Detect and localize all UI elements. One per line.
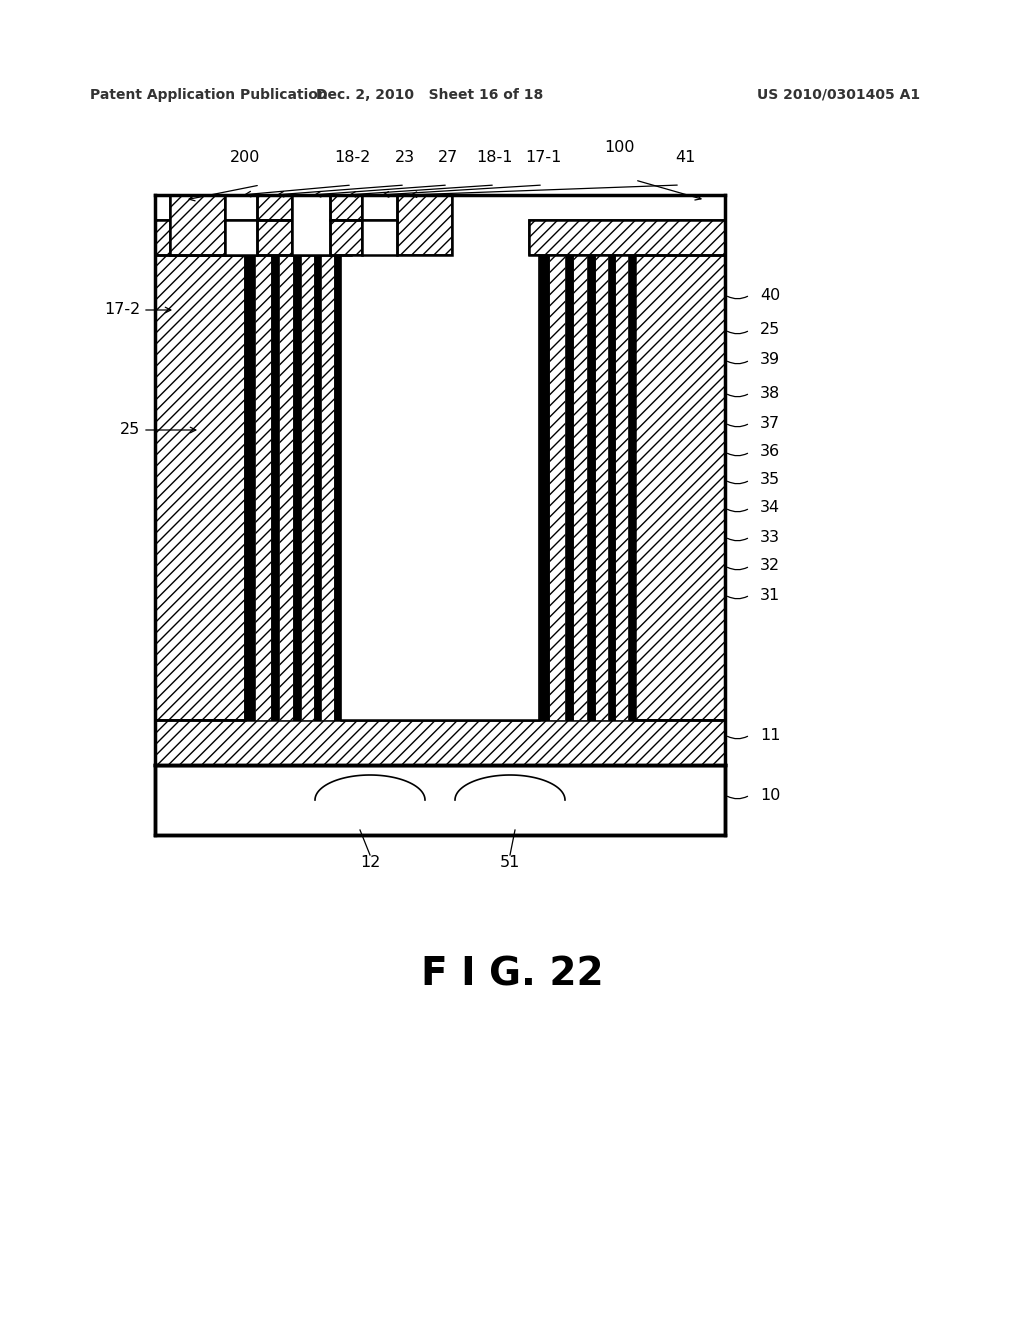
- Bar: [529, 220, 725, 255]
- Bar: [330, 195, 362, 220]
- Text: US 2010/0301405 A1: US 2010/0301405 A1: [757, 88, 920, 102]
- Text: 12: 12: [359, 855, 380, 870]
- Text: 25: 25: [120, 422, 140, 437]
- Bar: [155, 719, 725, 766]
- Bar: [255, 255, 271, 719]
- Bar: [330, 195, 362, 220]
- Bar: [397, 195, 452, 255]
- Bar: [155, 220, 351, 255]
- Bar: [170, 195, 225, 255]
- Bar: [271, 255, 279, 719]
- Text: 23: 23: [395, 150, 415, 165]
- Text: 41: 41: [675, 150, 695, 165]
- Text: 51: 51: [500, 855, 520, 870]
- Bar: [225, 195, 292, 220]
- Bar: [314, 255, 321, 719]
- Bar: [155, 766, 725, 836]
- Bar: [635, 255, 725, 719]
- Bar: [397, 195, 452, 255]
- Bar: [334, 255, 341, 719]
- Text: 17-2: 17-2: [103, 302, 140, 318]
- Bar: [341, 255, 539, 719]
- Text: 27: 27: [438, 150, 458, 165]
- Bar: [362, 220, 397, 255]
- Text: 38: 38: [760, 385, 780, 400]
- Text: 40: 40: [760, 288, 780, 302]
- Bar: [292, 195, 330, 220]
- Bar: [245, 255, 255, 719]
- Bar: [608, 255, 615, 719]
- Text: 100: 100: [605, 140, 635, 154]
- Bar: [330, 220, 362, 255]
- Text: 32: 32: [760, 558, 780, 573]
- Bar: [257, 195, 292, 220]
- Text: Patent Application Publication: Patent Application Publication: [90, 88, 328, 102]
- Text: 33: 33: [760, 529, 780, 544]
- Text: 35: 35: [760, 473, 780, 487]
- Bar: [595, 255, 608, 719]
- Text: 36: 36: [760, 445, 780, 459]
- Bar: [279, 255, 293, 719]
- Text: 25: 25: [760, 322, 780, 338]
- Text: 18-1: 18-1: [477, 150, 513, 165]
- Bar: [257, 195, 292, 220]
- Bar: [628, 255, 635, 719]
- Bar: [301, 255, 314, 719]
- Bar: [155, 719, 725, 766]
- Bar: [635, 255, 725, 719]
- Text: 39: 39: [760, 352, 780, 367]
- Bar: [587, 255, 595, 719]
- Text: 11: 11: [760, 727, 780, 742]
- Text: 18-2: 18-2: [334, 150, 371, 165]
- Text: 31: 31: [760, 587, 780, 602]
- Bar: [257, 220, 292, 255]
- Bar: [565, 255, 573, 719]
- Bar: [573, 255, 587, 719]
- Bar: [155, 255, 245, 719]
- Bar: [155, 220, 351, 255]
- Text: 37: 37: [760, 416, 780, 430]
- Bar: [362, 195, 397, 220]
- Bar: [257, 220, 292, 255]
- Bar: [292, 195, 330, 255]
- Text: Dec. 2, 2010   Sheet 16 of 18: Dec. 2, 2010 Sheet 16 of 18: [316, 88, 544, 102]
- Bar: [293, 255, 301, 719]
- Bar: [155, 255, 245, 719]
- Text: F I G. 22: F I G. 22: [421, 956, 603, 994]
- Bar: [321, 255, 334, 719]
- Bar: [539, 255, 549, 719]
- Bar: [330, 220, 362, 255]
- Bar: [170, 195, 225, 255]
- Bar: [615, 255, 628, 719]
- Bar: [529, 220, 725, 255]
- Text: 200: 200: [229, 150, 260, 165]
- Bar: [225, 220, 257, 255]
- Text: 34: 34: [760, 500, 780, 516]
- Bar: [549, 255, 565, 719]
- Text: 10: 10: [760, 788, 780, 803]
- Text: 17-1: 17-1: [525, 150, 561, 165]
- Bar: [225, 195, 257, 220]
